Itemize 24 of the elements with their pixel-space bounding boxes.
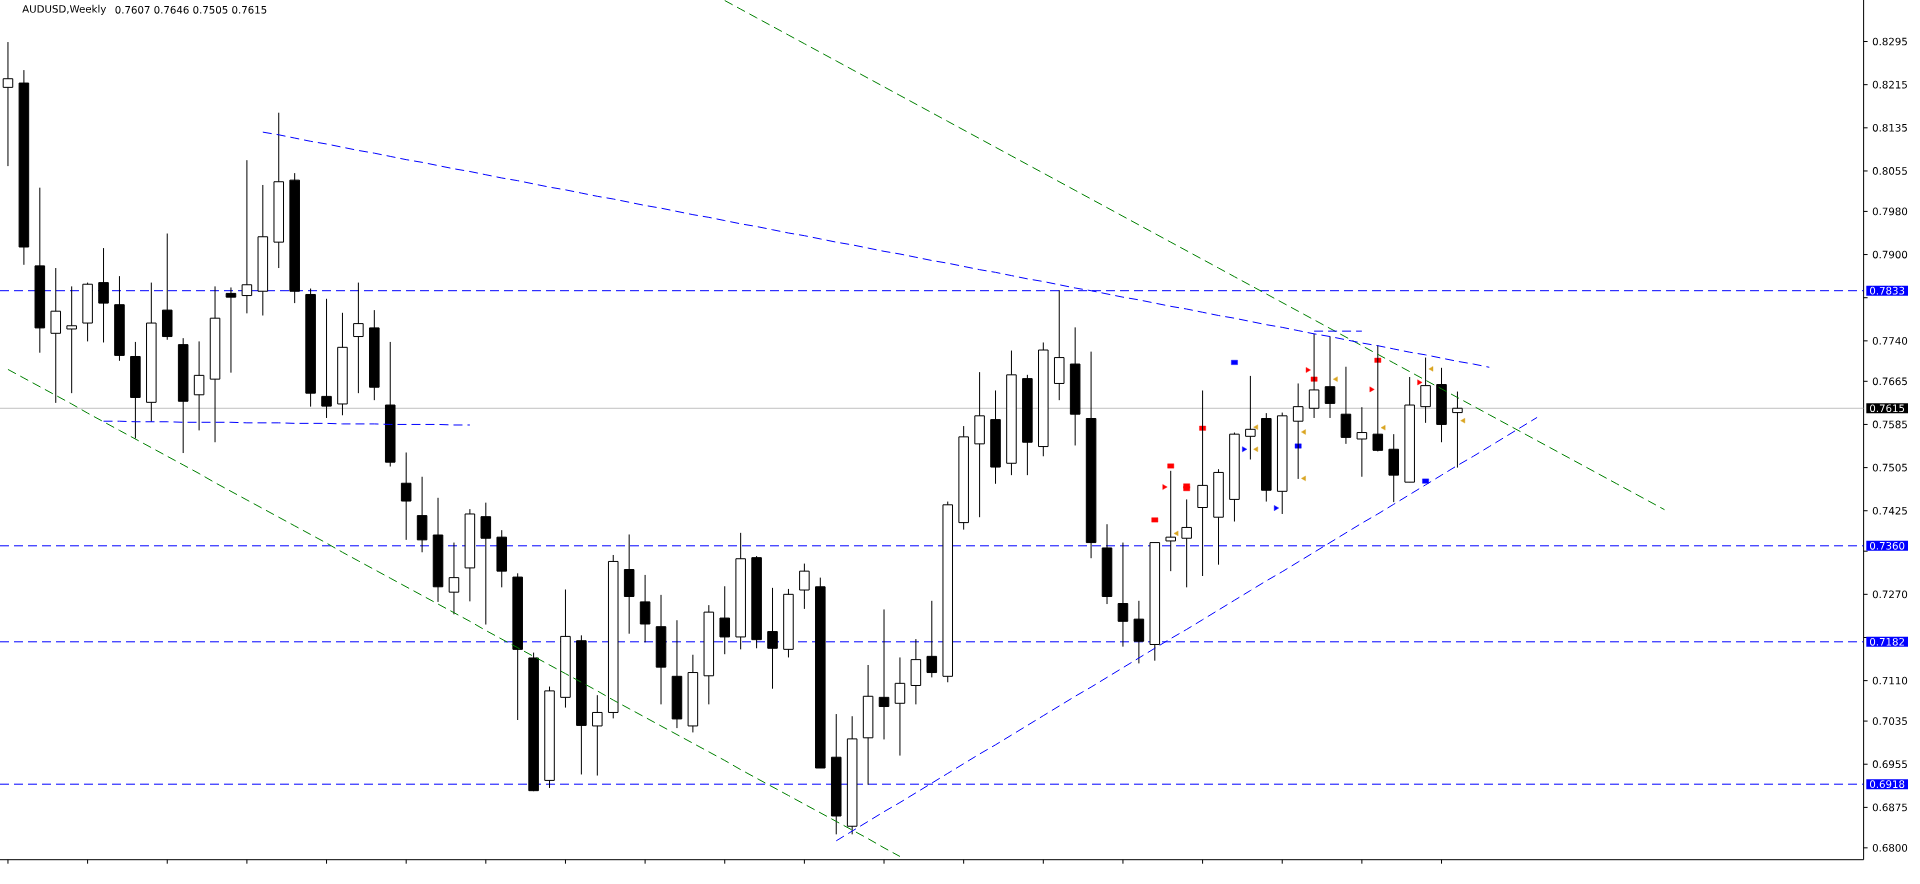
ref-line-label: 0.7360 bbox=[1869, 541, 1905, 550]
ref-line-label: 0.6918 bbox=[1869, 780, 1905, 789]
ref-line-label: 0.7833 bbox=[1869, 286, 1905, 295]
y-tick-label: 0.7035 bbox=[1872, 717, 1907, 725]
y-tick-label: 0.7270 bbox=[1872, 590, 1908, 599]
y-tick-label: 0.8295 bbox=[1872, 37, 1907, 46]
y-tick-label: 0.6800 bbox=[1872, 843, 1908, 852]
y-tick-label: 0.8055 bbox=[1872, 167, 1907, 175]
y-tick-label: 0.7505 bbox=[1872, 463, 1907, 472]
y-tick-label: 0.7665 bbox=[1872, 377, 1907, 386]
y-tick-label: 0.7425 bbox=[1872, 506, 1907, 515]
y-tick-label: 0.7900 bbox=[1872, 250, 1908, 259]
chart-title: AUDUSD,Weekly bbox=[22, 4, 107, 15]
y-tick-label: 0.7740 bbox=[1872, 336, 1908, 345]
y-tick-label: 0.6955 bbox=[1872, 760, 1907, 769]
y-tick-label: 0.6875 bbox=[1872, 803, 1907, 812]
chart-subtitle: 0.7607 0.7646 0.7505 0.7615 bbox=[115, 5, 267, 14]
y-tick-label: 0.7110 bbox=[1872, 676, 1908, 685]
ref-line-label: 0.7615 bbox=[1869, 404, 1905, 413]
y-tick-label: 0.7980 bbox=[1872, 207, 1908, 216]
y-tick-label: 0.8215 bbox=[1872, 80, 1907, 89]
ref-line-label: 0.7182 bbox=[1869, 637, 1904, 646]
y-tick-label: 0.7585 bbox=[1872, 420, 1907, 429]
y-tick-label: 0.8135 bbox=[1872, 123, 1907, 132]
